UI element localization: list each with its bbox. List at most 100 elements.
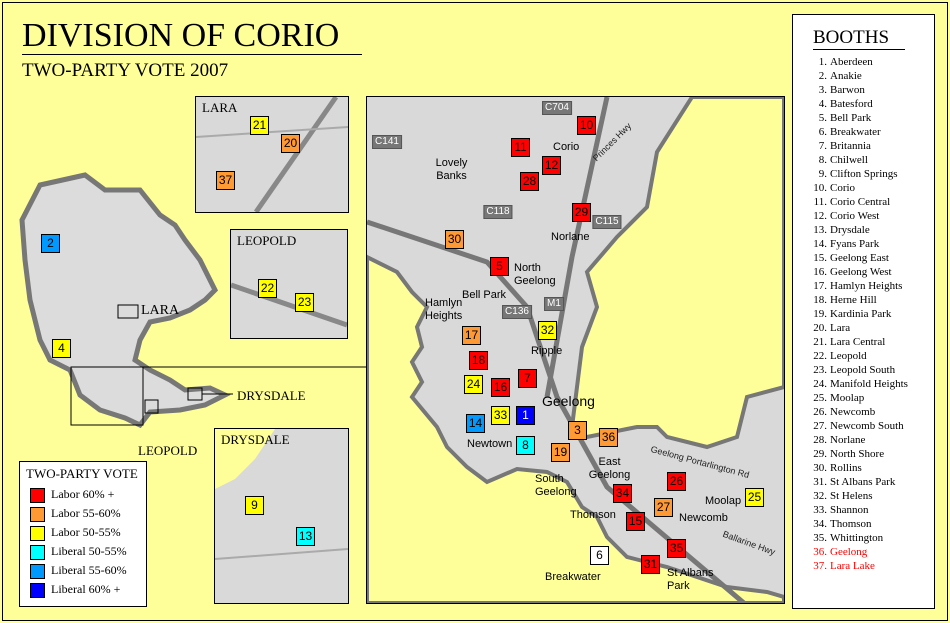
legend-label: Labor 50-55%	[51, 525, 121, 539]
booth-name: St Albans Park	[830, 476, 896, 488]
district-boundary	[19, 172, 231, 429]
booth-marker-26[interactable]: 26	[667, 472, 686, 491]
booth-marker-5[interactable]: 5	[490, 257, 509, 276]
booth-marker-15[interactable]: 15	[626, 512, 645, 531]
booth-marker-1[interactable]: 1	[516, 406, 535, 425]
place-lovely-banks: Lovely Banks	[435, 157, 468, 182]
booth-number: 12.	[813, 210, 827, 222]
booth-marker-37[interactable]: 37	[216, 171, 235, 190]
legend-item-liberal55: Liberal 55-60%	[30, 562, 127, 579]
booth-number: 37.	[813, 560, 827, 572]
booth-number: 1.	[818, 56, 827, 68]
booth-number: 17.	[813, 280, 827, 292]
booth-marker-20[interactable]: 20	[281, 134, 300, 153]
place-south-geelong: South Geelong	[535, 473, 577, 498]
legend-swatch	[30, 582, 45, 598]
booth-name: Hamlyn Heights	[830, 280, 903, 292]
booth-marker-28[interactable]: 28	[520, 172, 539, 191]
booth-list-item: 9. Clifton Springs	[803, 167, 908, 181]
booth-name: Kardinia Park	[830, 308, 892, 320]
road-shield-c704: C704	[542, 101, 572, 115]
booth-marker-35[interactable]: 35	[667, 539, 686, 558]
booth-list-item: 29. North Shore	[803, 447, 908, 461]
booth-number: 6.	[818, 126, 827, 138]
booth-marker-6[interactable]: 6	[590, 546, 609, 565]
booth-number: 24.	[813, 378, 827, 390]
place-north-geelong: North Geelong	[514, 262, 556, 287]
booth-marker-36[interactable]: 36	[599, 428, 618, 447]
overview-label-lara: LARA	[141, 303, 180, 318]
booth-list-item: 8. Chilwell	[803, 153, 908, 167]
booth-marker-30[interactable]: 30	[445, 230, 464, 249]
booth-name: Drysdale	[830, 224, 870, 236]
booth-marker-17[interactable]: 17	[462, 326, 481, 345]
booth-marker-27[interactable]: 27	[654, 498, 673, 517]
booth-list-item: 4. Batesford	[803, 97, 908, 111]
booth-name: Rollins	[830, 462, 862, 474]
booth-name: Corio	[830, 182, 856, 194]
booth-marker-19[interactable]: 19	[551, 443, 570, 462]
booth-list-item: 21. Lara Central	[803, 335, 908, 349]
booth-marker-14[interactable]: 14	[466, 414, 485, 433]
booth-list-item: 10. Corio	[803, 181, 908, 195]
booth-name: Lara Central	[830, 336, 886, 348]
map-title: DIVISION OF CORIO	[22, 17, 340, 54]
booth-number: 4.	[818, 98, 827, 110]
booth-marker-22[interactable]: 22	[258, 279, 277, 298]
title-underline	[22, 54, 362, 55]
booth-marker-3[interactable]: 3	[568, 421, 587, 440]
place-st-albans-park: St Albans Park	[667, 567, 714, 592]
booth-list-item: 13. Drysdale	[803, 223, 908, 237]
main-map-geography	[367, 97, 784, 603]
booth-name: Whittington	[830, 532, 884, 544]
booth-marker-33[interactable]: 33	[491, 406, 510, 425]
booth-marker-11[interactable]: 11	[511, 138, 530, 157]
place-corio: Corio	[553, 141, 580, 153]
booth-marker-8[interactable]: 8	[516, 436, 535, 455]
booth-marker-32[interactable]: 32	[538, 321, 557, 340]
booth-number: 2.	[818, 70, 827, 82]
booth-marker-18[interactable]: 18	[469, 351, 488, 370]
booth-number: 32.	[813, 490, 827, 502]
booth-list-item: 31. St Albans Park	[803, 475, 908, 489]
booth-marker-21[interactable]: 21	[250, 116, 269, 135]
legend-swatch	[30, 506, 45, 522]
place-breakwater: Breakwater	[545, 571, 601, 583]
booth-marker-7[interactable]: 7	[518, 369, 537, 388]
booth-marker-23[interactable]: 23	[295, 293, 314, 312]
booth-marker-31[interactable]: 31	[641, 555, 660, 574]
booth-marker-24[interactable]: 24	[464, 375, 483, 394]
booth-marker-16[interactable]: 16	[491, 378, 510, 397]
booth-number: 10.	[813, 182, 827, 194]
booth-number: 14.	[813, 238, 827, 250]
booth-number: 28.	[813, 434, 827, 446]
booth-name: Anakie	[830, 70, 862, 82]
place-moolap: Moolap	[705, 495, 742, 507]
booth-marker-9[interactable]: 9	[245, 496, 264, 515]
legend-swatch	[30, 487, 45, 503]
booth-marker-29[interactable]: 29	[572, 203, 591, 222]
inset-leopold-title: LEOPOLD	[237, 233, 297, 248]
booth-name: Newcomb South	[830, 420, 904, 432]
booth-number: 23.	[813, 364, 827, 376]
booth-list-item: 27. Newcomb South	[803, 419, 908, 433]
booth-name: Barwon	[830, 84, 865, 96]
booth-marker-2[interactable]: 2	[41, 234, 60, 253]
booth-number: 27.	[813, 420, 827, 432]
booth-list-item: 14. Fyans Park	[803, 237, 908, 251]
booth-marker-34[interactable]: 34	[613, 484, 632, 503]
booth-marker-10[interactable]: 10	[577, 116, 596, 135]
booth-marker-12[interactable]: 12	[542, 156, 561, 175]
booth-name: Moolap	[830, 392, 865, 404]
booth-marker-4[interactable]: 4	[52, 339, 71, 358]
booth-number: 20.	[813, 322, 827, 334]
vote-legend: TWO-PARTY VOTE Labor 60% + Labor 55-60% La…	[19, 461, 147, 607]
booth-marker-13[interactable]: 13	[296, 527, 315, 546]
booth-list-item: 19. Kardinia Park	[803, 307, 908, 321]
place-bell-park: Bell Park	[462, 289, 507, 301]
place-newcomb: Newcomb	[679, 512, 728, 524]
inset-drysdale: DRYSDALE	[214, 428, 349, 604]
booth-marker-25[interactable]: 25	[745, 488, 764, 507]
